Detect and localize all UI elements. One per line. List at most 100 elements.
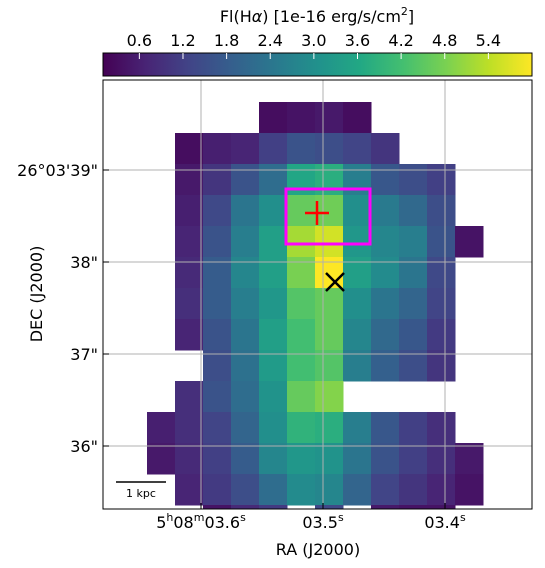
heatmap-pixel: [175, 474, 204, 506]
heatmap-pixel: [315, 412, 344, 444]
plot-frame: [102, 79, 533, 510]
colorbar-tick-label: 1.8: [214, 31, 239, 50]
heatmap-pixel: [315, 381, 344, 413]
heatmap-pixel: [371, 505, 400, 510]
heatmap-pixel: [175, 226, 204, 258]
heatmap-pixel: [175, 164, 204, 196]
heatmap-pixel: [371, 319, 400, 351]
heatmap-pixel: [427, 288, 456, 320]
y-tick-label: 38": [70, 253, 98, 272]
heatmap-pixel: [203, 505, 232, 510]
heatmap-pixel: [259, 505, 288, 510]
heatmap-pixel: [287, 288, 316, 320]
heatmap-pixel: [455, 443, 484, 475]
heatmap-pixel: [175, 288, 204, 320]
heatmap-pixel: [315, 350, 344, 382]
heatmap-pixel: [259, 102, 288, 134]
heatmap-pixel: [315, 474, 344, 506]
y-tick-label: 37": [70, 345, 98, 364]
heatmap-pixel: [203, 226, 232, 258]
heatmap-pixel: [259, 381, 288, 413]
heatmap-pixel: [203, 319, 232, 351]
heatmap-pixel: [287, 164, 316, 196]
heatmap-pixel: [315, 164, 344, 196]
heatmap-pixel: [259, 443, 288, 475]
heatmap-pixel: [259, 133, 288, 165]
heatmap-pixel: [455, 226, 484, 258]
heatmap-pixel: [203, 381, 232, 413]
heatmap-pixel: [427, 474, 456, 506]
heatmap-pixel: [231, 288, 260, 320]
x-axis-label: RA (J2000): [276, 540, 360, 559]
heatmap-pixel: [287, 226, 316, 258]
heatmap-pixel: [231, 226, 260, 258]
heatmap-pixel: [175, 319, 204, 351]
heatmap-pixel: [399, 319, 428, 351]
y-tick-label: 26°03'39": [17, 161, 98, 180]
heatmap-pixel: [371, 412, 400, 444]
x-tick-label: 03.4s: [424, 511, 466, 532]
heatmap-pixel: [231, 195, 260, 227]
heatmap-pixel: [287, 133, 316, 165]
grid-lines: [103, 80, 532, 509]
heatmap-pixel: [203, 412, 232, 444]
colorbar-tick-label: 0.6: [127, 31, 152, 50]
heatmap-pixel: [343, 164, 372, 196]
colorbar: 0.6 1.2 1.8 2.4 3.0 3.6 4.2 4.8 5.4: [102, 31, 533, 77]
heatmap-pixel: [203, 195, 232, 227]
heatmap-pixel: [231, 381, 260, 413]
heatmap-pixel: [231, 350, 260, 382]
heatmap-pixel: [427, 164, 456, 196]
heatmap-pixel: [259, 319, 288, 351]
x-tick-label: 5h08m03.6s: [156, 511, 246, 532]
heatmap-pixel: [343, 412, 372, 444]
colorbar-tick-label: 3.0: [301, 31, 326, 50]
heatmap-pixel: [203, 474, 232, 506]
heatmap-pixel: [399, 474, 428, 506]
heatmap-pixel: [175, 381, 204, 413]
y-tick-label: 36": [70, 437, 98, 456]
heatmap-pixel: [399, 505, 428, 510]
colorbar-tick-label: 4.2: [388, 31, 413, 50]
heatmap-pixel: [315, 505, 344, 510]
heatmap-pixel: [343, 443, 372, 475]
heatmap-pixel: [287, 195, 316, 227]
heatmap-pixel: [343, 350, 372, 382]
y-tick-labels: 26°03'39" 38" 37" 36": [17, 161, 98, 456]
heatmap-pixel: [315, 319, 344, 351]
heatmap-pixel: [231, 133, 260, 165]
colorbar-tick-label: 2.4: [258, 31, 283, 50]
heatmap-pixel: [231, 474, 260, 506]
heatmap-pixel: [231, 164, 260, 196]
heatmap-pixel: [175, 195, 204, 227]
heatmap-pixel: [371, 195, 400, 227]
heatmap-pixel: [175, 443, 204, 475]
heatmap-pixel: [259, 195, 288, 227]
heatmap-pixel: [371, 164, 400, 196]
heatmap-pixel: [231, 505, 260, 510]
plot-area: 1 kpc: [102, 79, 533, 510]
heatmap-pixel: [259, 474, 288, 506]
heatmap-pixel: [231, 319, 260, 351]
y-axis-label: DEC (J2000): [27, 246, 46, 343]
heatmap-pixel: [175, 412, 204, 444]
x-tick-label: 03.5s: [302, 511, 344, 532]
heatmap-pixel: [147, 443, 176, 475]
heatmap-pixel: [259, 288, 288, 320]
heatmap-pixel: [343, 319, 372, 351]
heatmap-pixel: [371, 288, 400, 320]
heatmap-pixel: [315, 443, 344, 475]
heatmap-pixel: [315, 226, 344, 258]
heatmap-pixel: [287, 443, 316, 475]
axis-ticks: [103, 169, 446, 509]
heatmap-pixel: [203, 288, 232, 320]
heatmap-pixel: [399, 164, 428, 196]
heatmap-pixel: [231, 412, 260, 444]
heatmap-pixel: [399, 226, 428, 258]
heatmap-pixel: [399, 412, 428, 444]
colorbar-title: Fl(Hα) [1e-16 erg/s/cm2]: [220, 5, 414, 26]
heatmap-pixel: [399, 443, 428, 475]
heatmap-pixel: [399, 350, 428, 382]
heatmap-pixel: [287, 319, 316, 351]
